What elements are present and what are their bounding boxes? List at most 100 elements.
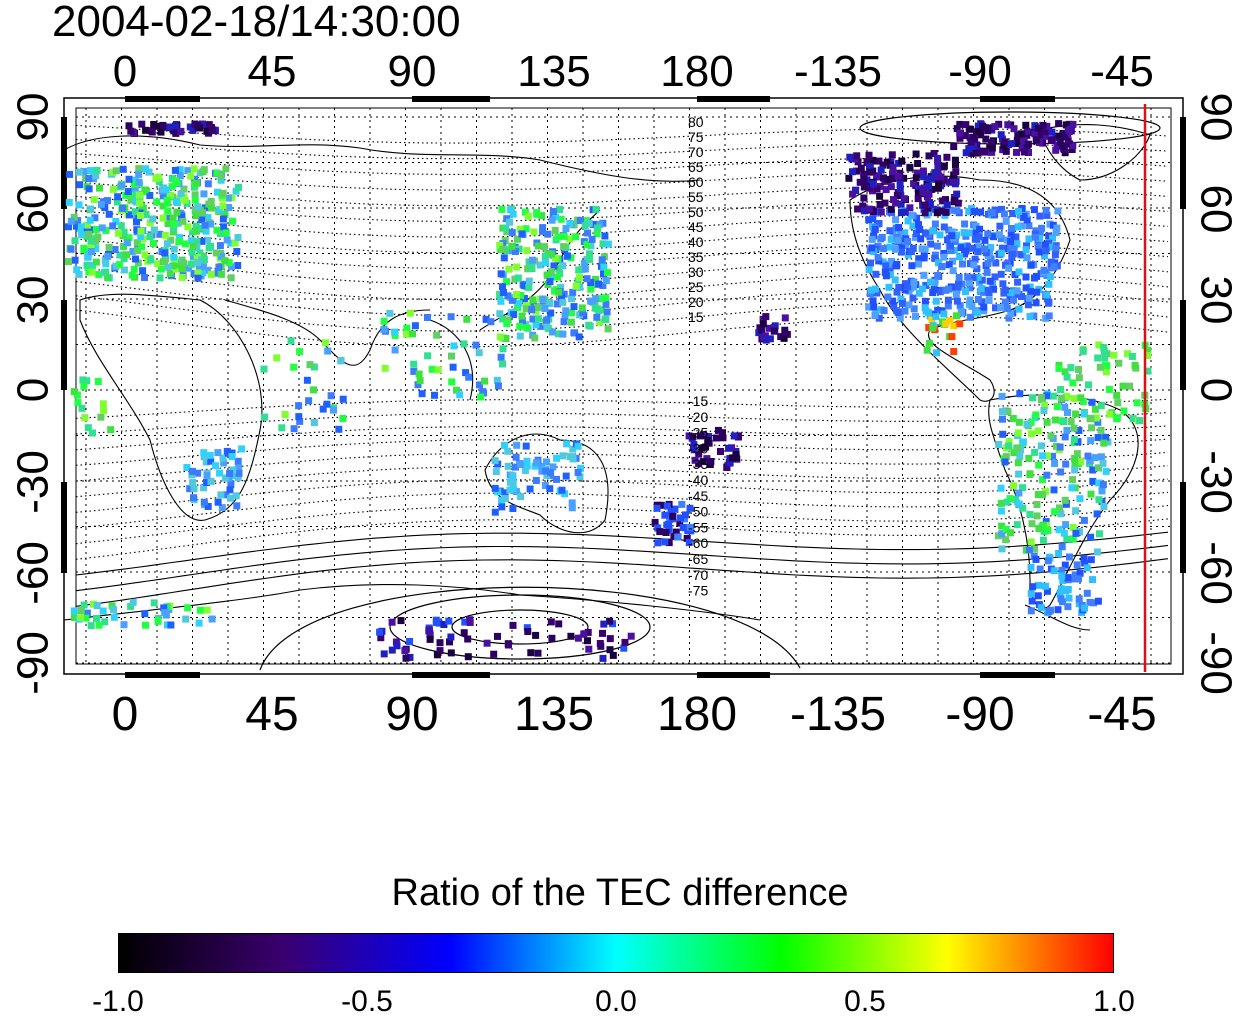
tec-cell — [222, 491, 230, 499]
tec-cell — [76, 181, 84, 189]
tec-cell — [110, 606, 117, 613]
tec-cell — [1003, 498, 1011, 506]
contour-label: 30 — [688, 264, 704, 280]
tec-cell — [381, 364, 389, 372]
top-axis-labels: 0 45 90 135 180 -135 -90 -45 — [113, 47, 1154, 96]
tec-cell — [1031, 122, 1039, 130]
tec-cell — [980, 307, 988, 315]
tec-cell — [546, 300, 554, 307]
tec-cell — [95, 271, 103, 279]
tec-cell — [945, 261, 953, 269]
tec-cell — [85, 175, 93, 182]
tec-cell — [1013, 287, 1021, 295]
tec-cell — [1030, 312, 1038, 320]
tec-cell — [1023, 242, 1030, 250]
tec-cell — [75, 201, 83, 209]
tec-cell — [198, 216, 206, 224]
tec-cell — [222, 229, 230, 237]
tec-cell — [931, 254, 939, 262]
colorbar-title: Ratio of the TEC difference — [391, 872, 849, 914]
tec-cell — [87, 167, 94, 175]
tec-cell — [1022, 273, 1030, 281]
tec-cell — [134, 259, 142, 267]
tec-cell — [925, 324, 933, 332]
tec-cell — [529, 296, 537, 304]
tec-cell — [1044, 527, 1052, 534]
tec-cell — [856, 178, 864, 186]
tec-cell — [1110, 351, 1118, 359]
tec-cell — [1035, 248, 1043, 256]
tec-cell — [1098, 487, 1106, 495]
tec-cell — [125, 122, 133, 130]
tec-cell — [432, 619, 440, 626]
tec-cell — [166, 269, 174, 277]
tec-cell — [901, 229, 909, 237]
tec-cell — [937, 173, 945, 181]
tec-cell — [890, 302, 898, 310]
tec-cell — [84, 253, 92, 261]
tec-cell — [621, 638, 629, 646]
tec-cell — [119, 204, 127, 212]
tec-cell — [602, 277, 610, 285]
tec-cell — [227, 481, 235, 489]
tec-cell — [906, 164, 914, 172]
tec-cell — [162, 186, 170, 194]
tec-cell — [1094, 354, 1102, 362]
tec-cell — [1016, 452, 1024, 460]
tec-cell — [224, 449, 232, 457]
tec-cell — [425, 626, 433, 634]
tec-cell — [141, 274, 148, 281]
tec-cell — [872, 285, 879, 293]
tec-cell — [214, 188, 221, 196]
tec-cell — [868, 157, 876, 165]
tec-cell — [1005, 314, 1013, 322]
tec-cell — [534, 649, 542, 657]
tec-cell — [436, 639, 444, 647]
tec-cell — [1024, 301, 1032, 309]
tec-cell — [913, 230, 920, 237]
tec-cell — [575, 333, 583, 341]
tec-cell — [321, 339, 329, 347]
right-axis-label: -90 — [1191, 631, 1240, 695]
tec-cell — [1079, 347, 1087, 355]
tec-cell — [894, 308, 902, 316]
tec-cell — [651, 518, 659, 526]
contour-label: 55 — [688, 189, 704, 205]
tec-cell — [217, 172, 225, 180]
tec-cell — [543, 323, 551, 331]
tec-cell — [674, 533, 682, 541]
tec-cell — [196, 249, 204, 257]
tec-cell — [205, 121, 213, 129]
tec-cell — [1053, 403, 1061, 411]
tec-cell — [1004, 408, 1012, 416]
tec-cell — [1041, 402, 1049, 409]
tec-cell — [233, 248, 241, 255]
tec-cell — [587, 297, 595, 305]
tec-cell — [89, 429, 96, 437]
tec-cell — [560, 243, 568, 251]
bottom-band-1 — [412, 672, 490, 678]
tec-cell — [1009, 415, 1017, 422]
tec-cell — [207, 220, 215, 228]
tec-cell — [514, 235, 521, 243]
tec-cell — [97, 413, 105, 421]
tec-cell — [981, 124, 989, 132]
tec-cell — [562, 225, 570, 233]
tec-cell — [448, 352, 455, 360]
tec-cell — [219, 202, 227, 210]
tec-cell — [515, 245, 523, 253]
tec-cell — [717, 448, 724, 455]
tec-cell — [163, 199, 171, 207]
tec-cell — [547, 618, 555, 626]
right-axis-label: -60 — [1191, 541, 1240, 605]
tec-cell — [532, 307, 540, 315]
tec-cell — [1036, 565, 1044, 573]
tec-cell — [998, 244, 1006, 252]
tec-cell — [880, 307, 888, 315]
tec-cell — [497, 297, 505, 305]
tec-cell — [509, 505, 517, 512]
tec-cell — [203, 479, 211, 486]
tec-cell — [500, 289, 507, 296]
tec-cell — [503, 320, 511, 328]
